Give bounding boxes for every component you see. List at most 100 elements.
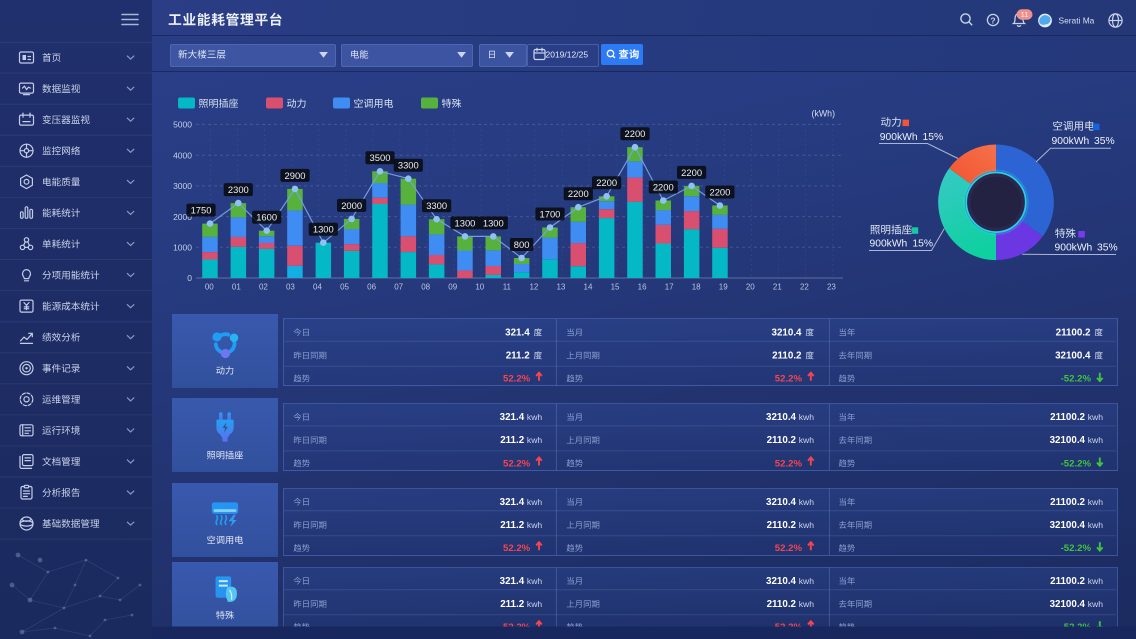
svg-text:2300: 2300 xyxy=(228,184,249,195)
svg-text:1300: 1300 xyxy=(455,217,476,228)
svg-text:18: 18 xyxy=(692,283,701,292)
svg-text:211.2: 211.2 xyxy=(500,599,525,610)
svg-text:211.2: 211.2 xyxy=(506,351,531,362)
svg-text:211.2: 211.2 xyxy=(500,520,525,531)
svg-text:kwh: kwh xyxy=(527,497,543,507)
svg-text:321.4: 321.4 xyxy=(500,497,525,508)
svg-text:52.2%: 52.2% xyxy=(503,543,531,554)
svg-text:2000: 2000 xyxy=(341,200,362,211)
svg-text:3300: 3300 xyxy=(426,200,447,211)
svg-text:52.2%: 52.2% xyxy=(775,458,803,469)
svg-text:4000: 4000 xyxy=(173,150,192,160)
svg-text:2110.2: 2110.2 xyxy=(772,351,802,362)
svg-text:3210.4: 3210.4 xyxy=(766,497,797,508)
svg-text:1300: 1300 xyxy=(483,217,504,228)
svg-text:2200: 2200 xyxy=(653,181,674,192)
svg-text:kwh: kwh xyxy=(799,576,815,586)
svg-text:kwh: kwh xyxy=(799,412,815,422)
svg-text:900kWh: 900kWh xyxy=(1052,136,1090,147)
svg-text:32100.4: 32100.4 xyxy=(1050,599,1086,610)
svg-text:3210.4: 3210.4 xyxy=(766,412,797,423)
svg-text:kwh: kwh xyxy=(1088,435,1104,445)
svg-text:3300: 3300 xyxy=(398,160,419,171)
svg-text:07: 07 xyxy=(394,283,403,292)
svg-text:5000: 5000 xyxy=(173,120,192,130)
svg-text:06: 06 xyxy=(367,283,376,292)
svg-text:321.4: 321.4 xyxy=(505,327,530,338)
svg-text:2200: 2200 xyxy=(625,128,646,139)
svg-text:00: 00 xyxy=(205,283,214,292)
svg-text:-52.2%: -52.2% xyxy=(1061,458,1092,469)
svg-text:11: 11 xyxy=(1021,10,1029,19)
svg-text:kwh: kwh xyxy=(527,412,543,422)
svg-text:2200: 2200 xyxy=(681,167,702,178)
svg-text:kwh: kwh xyxy=(527,599,543,609)
svg-text:21100.2: 21100.2 xyxy=(1050,412,1085,423)
svg-text:900kWh: 900kWh xyxy=(1055,243,1093,254)
svg-text:12: 12 xyxy=(529,283,538,292)
svg-text:3000: 3000 xyxy=(173,181,192,191)
svg-text:kwh: kwh xyxy=(1088,520,1104,530)
svg-text:23: 23 xyxy=(827,283,836,292)
svg-text:1700: 1700 xyxy=(540,208,561,219)
svg-text:19: 19 xyxy=(719,283,728,292)
svg-text:21: 21 xyxy=(773,283,782,292)
svg-text:1600: 1600 xyxy=(256,212,277,223)
svg-text:900kWh: 900kWh xyxy=(870,239,908,250)
svg-text:17: 17 xyxy=(665,283,674,292)
svg-text:(kWh): (kWh) xyxy=(812,109,836,119)
svg-text:?: ? xyxy=(990,15,995,25)
svg-text:10: 10 xyxy=(475,283,484,292)
svg-text:321.4: 321.4 xyxy=(500,576,525,587)
svg-text:2900: 2900 xyxy=(285,170,306,181)
svg-text:2200: 2200 xyxy=(596,177,617,188)
svg-text:1000: 1000 xyxy=(173,242,192,252)
svg-text:kwh: kwh xyxy=(527,520,543,530)
svg-text:2200: 2200 xyxy=(710,186,731,197)
svg-text:15%: 15% xyxy=(923,132,944,143)
svg-text:22: 22 xyxy=(800,283,809,292)
svg-text:kwh: kwh xyxy=(527,435,543,445)
svg-text:52.2%: 52.2% xyxy=(503,374,531,385)
svg-text:-52.2%: -52.2% xyxy=(1061,374,1092,385)
svg-text:-52.2%: -52.2% xyxy=(1061,543,1092,554)
svg-text:03: 03 xyxy=(286,283,295,292)
svg-text:kwh: kwh xyxy=(1088,497,1104,507)
svg-text:3210.4: 3210.4 xyxy=(772,327,803,338)
svg-text:08: 08 xyxy=(421,283,430,292)
svg-text:52.2%: 52.2% xyxy=(775,543,803,554)
svg-text:32100.4: 32100.4 xyxy=(1050,435,1086,446)
svg-text:kwh: kwh xyxy=(799,599,815,609)
svg-text:05: 05 xyxy=(340,283,349,292)
svg-text:2000: 2000 xyxy=(173,212,192,222)
svg-text:3210.4: 3210.4 xyxy=(766,576,797,587)
svg-text:1300: 1300 xyxy=(313,224,334,235)
svg-text:kwh: kwh xyxy=(527,576,543,586)
svg-text:kwh: kwh xyxy=(1088,576,1104,586)
svg-text:52.2%: 52.2% xyxy=(775,374,803,385)
svg-text:kwh: kwh xyxy=(799,497,815,507)
svg-text:35%: 35% xyxy=(1097,243,1118,254)
svg-text:211.2: 211.2 xyxy=(500,435,525,446)
svg-text:321.4: 321.4 xyxy=(500,412,525,423)
svg-text:11: 11 xyxy=(503,283,512,292)
svg-text:04: 04 xyxy=(313,283,322,292)
svg-text:3500: 3500 xyxy=(370,152,391,163)
svg-text:21100.2: 21100.2 xyxy=(1050,576,1085,587)
svg-text:15%: 15% xyxy=(912,239,933,250)
svg-text:2110.2: 2110.2 xyxy=(767,435,797,446)
svg-text:2110.2: 2110.2 xyxy=(767,599,797,610)
svg-text:800: 800 xyxy=(514,239,530,250)
svg-text:13: 13 xyxy=(556,283,565,292)
svg-text:2110.2: 2110.2 xyxy=(767,520,797,531)
svg-text:900kWh: 900kWh xyxy=(880,132,918,143)
svg-text:52.2%: 52.2% xyxy=(503,458,531,469)
svg-text:02: 02 xyxy=(259,283,268,292)
svg-text:21100.2: 21100.2 xyxy=(1050,497,1085,508)
svg-text:kwh: kwh xyxy=(1088,412,1104,422)
svg-text:32100.4: 32100.4 xyxy=(1055,351,1091,362)
svg-text:16: 16 xyxy=(638,283,647,292)
svg-text:kwh: kwh xyxy=(799,435,815,445)
svg-text:2019/12/25: 2019/12/25 xyxy=(546,50,589,60)
svg-text:0: 0 xyxy=(187,273,192,283)
